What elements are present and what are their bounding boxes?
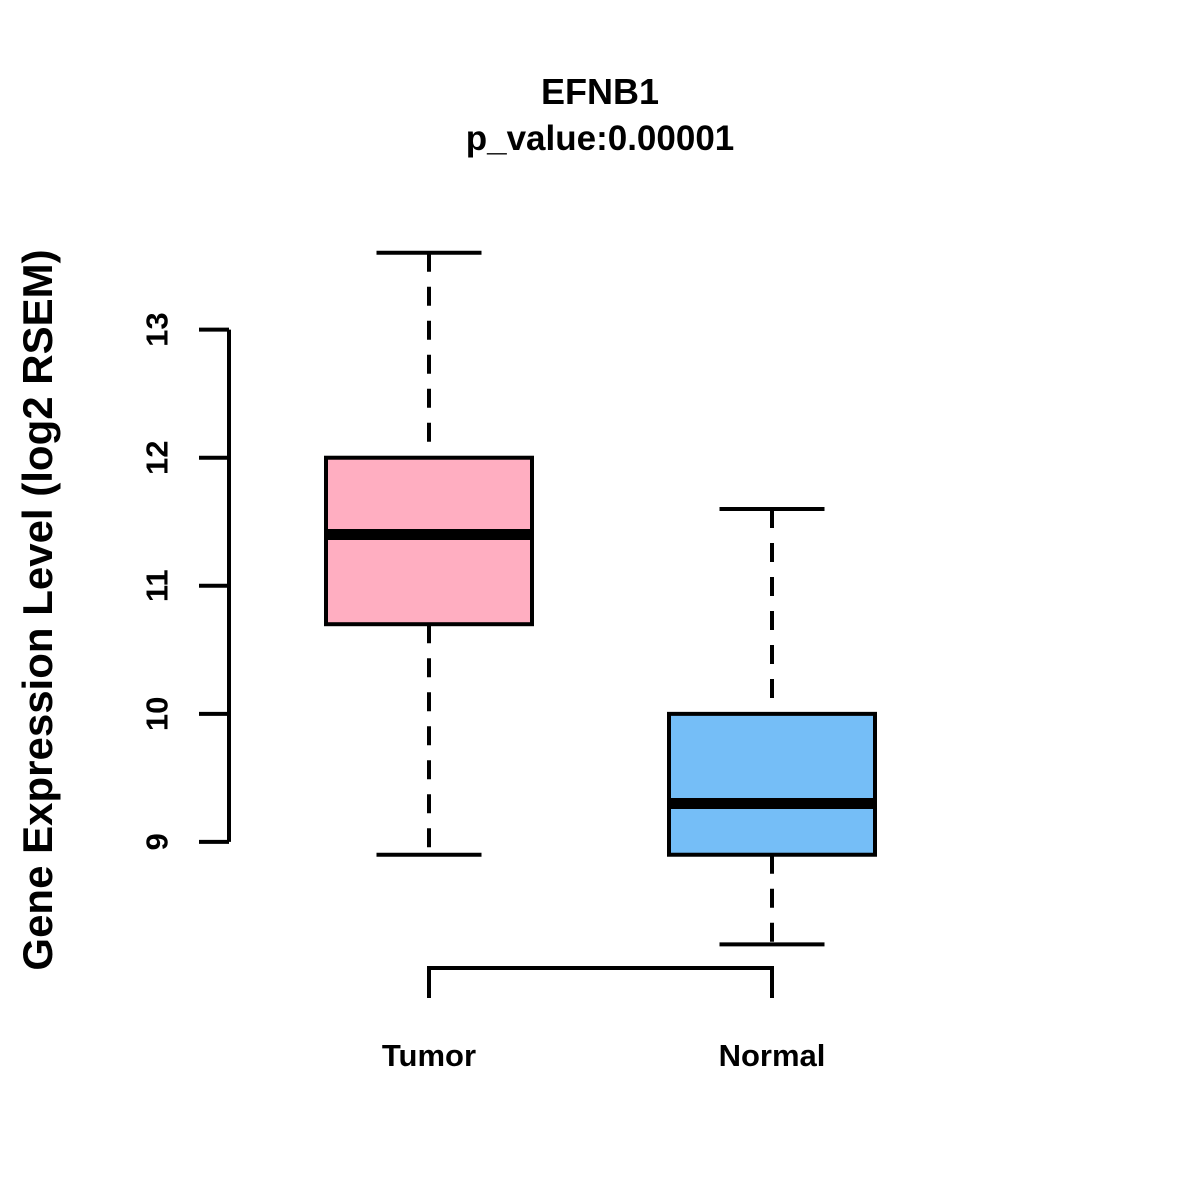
category-label-tumor: Tumor (381, 1038, 477, 1073)
x-axis-bracket (427, 966, 774, 998)
y-tick-label: 10 (140, 697, 175, 731)
y-tick-label: 13 (140, 312, 175, 346)
normal-box (667, 711, 877, 857)
chart-subtitle-pvalue: p_value:0.00001 (465, 119, 735, 158)
y-tick-label: 12 (140, 440, 175, 474)
chart-title: EFNB1 (540, 71, 660, 112)
tumor-box (324, 455, 534, 627)
category-label-normal: Normal (718, 1038, 826, 1073)
y-tick-label: 11 (140, 569, 175, 602)
y-tick-label: 9 (140, 833, 175, 850)
